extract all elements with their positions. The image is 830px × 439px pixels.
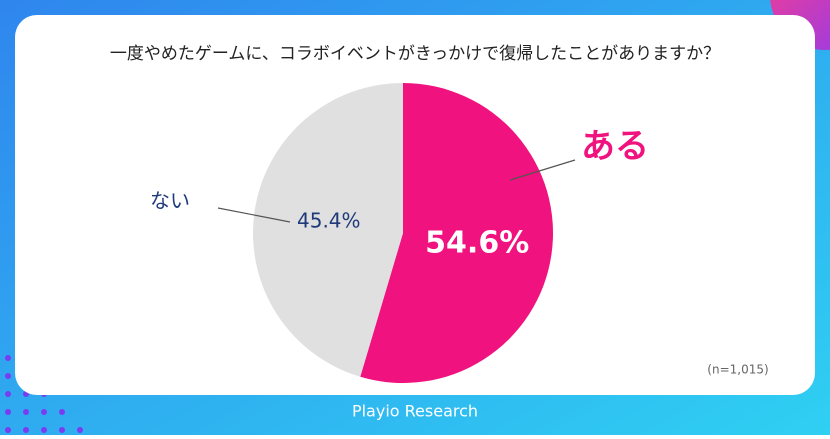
- category-label: ある: [581, 127, 649, 167]
- value-label: 54.6%: [425, 225, 529, 260]
- category-label: ない: [150, 189, 190, 213]
- source: Playio Research: [352, 402, 478, 421]
- pie: 54.6% ある 45.4% ない: [150, 83, 649, 383]
- leader-line: [217, 207, 291, 223]
- leader-line: [509, 159, 576, 181]
- sample-note: (n=1,015): [707, 363, 768, 377]
- pie-slice: [252, 83, 403, 377]
- pie-slice: [360, 83, 553, 383]
- value-label: 45.4%: [297, 209, 361, 233]
- chart-title: 一度やめたゲームに、コラボイベントがきっかけで復帰したことがありますか？: [110, 44, 720, 64]
